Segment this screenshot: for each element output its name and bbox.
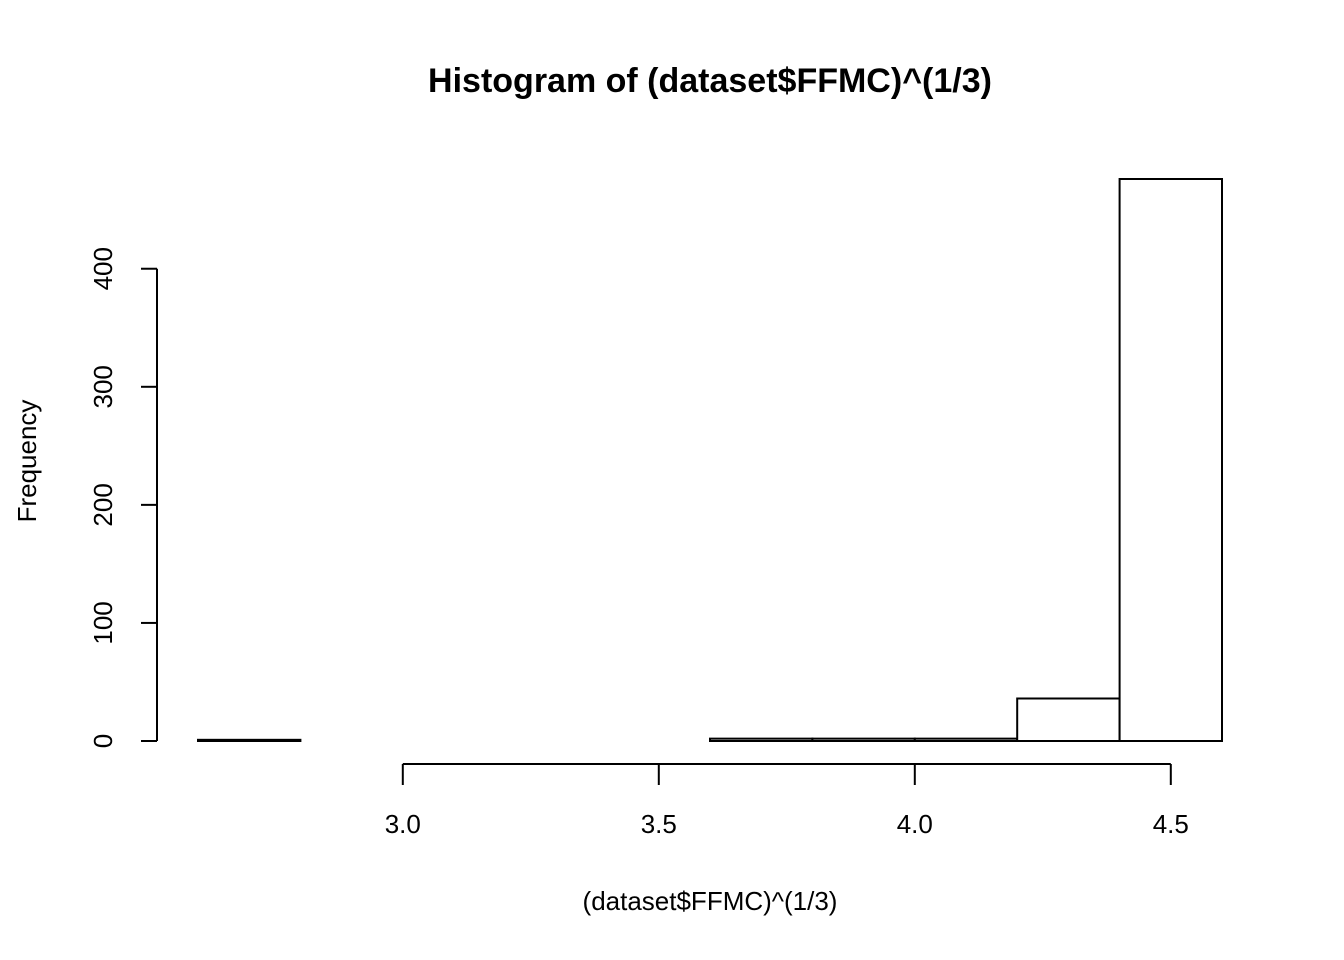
y-tick-label: 100 (88, 601, 118, 644)
y-tick-label: 0 (88, 734, 118, 748)
x-tick-label: 3.0 (385, 809, 421, 839)
x-axis-label: (dataset$FFMC)^(1/3) (583, 886, 838, 916)
x-tick-label: 4.0 (897, 809, 933, 839)
x-axis: 3.0 3.5 4.0 4.5 (385, 763, 1189, 839)
histogram-bar (709, 737, 814, 743)
histogram-bar (913, 737, 1019, 743)
chart-title: Histogram of (dataset$FFMC)^(1/3) (428, 62, 992, 100)
y-axis: 0 100 200 300 400 (88, 247, 158, 748)
x-tick-label: 3.5 (641, 809, 677, 839)
y-tick-label: 400 (88, 247, 118, 290)
y-axis-label: Frequency (12, 400, 42, 523)
y-tick-label: 200 (88, 483, 118, 526)
x-tick-label: 4.5 (1153, 809, 1189, 839)
histogram-bar (811, 737, 916, 743)
y-tick-label: 300 (88, 365, 118, 408)
histogram-bar (1118, 178, 1223, 742)
histogram-bars (197, 178, 1223, 743)
histogram-bar (197, 738, 302, 743)
histogram-bar (1016, 697, 1121, 742)
